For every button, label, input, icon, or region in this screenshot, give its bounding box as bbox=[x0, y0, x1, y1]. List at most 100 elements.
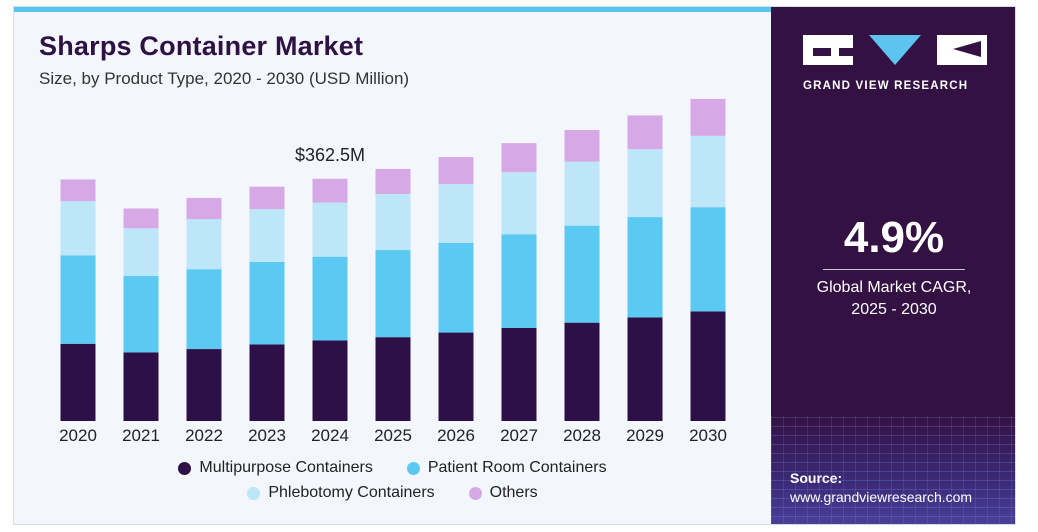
bar-segment-2028-multipurpose-containers bbox=[564, 322, 600, 421]
bar-segment-2023-patient-room-containers bbox=[249, 261, 285, 345]
bar-segment-2026-others bbox=[438, 157, 474, 185]
logo-wordmark: GRAND VIEW RESEARCH bbox=[803, 80, 969, 92]
bar-segment-2029-others bbox=[627, 115, 663, 150]
bar-segment-2020-patient-room-containers bbox=[60, 255, 96, 344]
bar-segment-2028-phlebotomy-containers bbox=[564, 161, 600, 226]
bar-segment-2029-multipurpose-containers bbox=[627, 317, 663, 421]
infographic-card: Sharps Container Market Size, by Product… bbox=[13, 6, 1016, 525]
bar-segment-2027-others bbox=[501, 143, 537, 173]
bar-segment-2024-others bbox=[312, 178, 348, 203]
bar-segment-2026-multipurpose-containers bbox=[438, 332, 474, 421]
legend-item-phlebotomy: Phlebotomy Containers bbox=[247, 484, 435, 502]
bar-segment-2030-others bbox=[690, 98, 726, 136]
legend-label-others: Others bbox=[489, 484, 538, 501]
cagr-label: Global Market CAGR, 2025 - 2030 bbox=[771, 277, 1015, 321]
legend-swatch-patient-room bbox=[406, 461, 420, 475]
bar-segment-2025-patient-room-containers bbox=[375, 250, 411, 338]
legend-label-patient-room: Patient Room Containers bbox=[427, 459, 607, 476]
source-block: Source: www.grandviewresearch.com bbox=[790, 470, 972, 505]
bar-segment-2028-others bbox=[564, 129, 600, 162]
bar-stack-2028 bbox=[564, 129, 600, 421]
bar-segment-2030-phlebotomy-containers bbox=[690, 135, 726, 208]
bar-stack-2029 bbox=[627, 115, 663, 421]
x-tick-label-2021: 2021 bbox=[122, 426, 160, 445]
bar-segment-2027-phlebotomy-containers bbox=[501, 172, 537, 235]
bar-segment-2022-patient-room-containers bbox=[186, 269, 222, 350]
x-tick-label-2025: 2025 bbox=[374, 426, 412, 445]
chart-subtitle: Size, by Product Type, 2020 - 2030 (USD … bbox=[39, 69, 410, 88]
cagr-value: 4.9% bbox=[843, 213, 945, 262]
x-axis-labels: 2020 2021 2022 2023 2024 2025 2026 2027 2028 2029… bbox=[59, 426, 727, 445]
chart-panel: Sharps Container Market Size, by Product… bbox=[14, 7, 771, 524]
annotations: $362.5M bbox=[295, 145, 365, 165]
grand-view-research-logo[interactable]: GRAND VIEW RESEARCH bbox=[803, 35, 987, 92]
top-accent-bar bbox=[14, 7, 771, 12]
x-tick-label-2023: 2023 bbox=[248, 426, 286, 445]
cagr-label-line-1: Global Market CAGR, bbox=[816, 279, 972, 296]
x-tick-label-2024: 2024 bbox=[311, 426, 349, 445]
bar-stack-2021 bbox=[123, 208, 159, 421]
legend-row-1: Multipurpose Containers Patient Room Con… bbox=[14, 459, 771, 477]
bar-segment-2022-multipurpose-containers bbox=[186, 349, 222, 421]
legend-row-2: Phlebotomy Containers Others bbox=[14, 484, 771, 502]
x-tick-label-2026: 2026 bbox=[437, 426, 475, 445]
bar-stack-2026 bbox=[438, 157, 474, 421]
bar-segment-2021-phlebotomy-containers bbox=[123, 228, 159, 276]
x-tick-label-2022: 2022 bbox=[185, 426, 223, 445]
cagr-label-line-2: 2025 - 2030 bbox=[851, 301, 937, 318]
bar-segment-2022-others bbox=[186, 197, 222, 220]
bar-segment-2021-patient-room-containers bbox=[123, 275, 159, 353]
bar-segment-2021-multipurpose-containers bbox=[123, 352, 159, 421]
bar-segment-2023-multipurpose-containers bbox=[249, 344, 285, 421]
bar-segment-2024-multipurpose-containers bbox=[312, 340, 348, 421]
logo-icon bbox=[803, 35, 987, 65]
cagr-divider bbox=[823, 269, 965, 270]
stacked-bar-chart: 2020 2021 2022 2023 2024 2025 2026 2027 2028 2029… bbox=[59, 98, 727, 445]
bar-stack-2030 bbox=[690, 98, 726, 421]
source-url-link[interactable]: www.grandviewresearch.com bbox=[790, 489, 973, 505]
bar-segment-2025-phlebotomy-containers bbox=[375, 193, 411, 251]
bar-segment-2022-phlebotomy-containers bbox=[186, 219, 222, 270]
bar-segment-2029-patient-room-containers bbox=[627, 217, 663, 318]
bar-stack-2024 bbox=[312, 178, 348, 421]
legend-swatch-phlebotomy bbox=[247, 486, 261, 500]
chart-title: Sharps Container Market bbox=[39, 31, 364, 61]
bar-segment-2024-patient-room-containers bbox=[312, 256, 348, 341]
legend-label-multipurpose: Multipurpose Containers bbox=[199, 459, 373, 476]
bar-segment-2027-patient-room-containers bbox=[501, 234, 537, 328]
bar-groups bbox=[60, 98, 726, 421]
decorative-grid-background bbox=[771, 416, 1015, 524]
bar-segment-2020-multipurpose-containers bbox=[60, 343, 96, 421]
bar-segment-2025-others bbox=[375, 168, 411, 194]
chart-legend: Multipurpose Containers Patient Room Con… bbox=[14, 459, 771, 509]
x-tick-label-2030: 2030 bbox=[689, 426, 727, 445]
legend-item-multipurpose: Multipurpose Containers bbox=[178, 459, 373, 477]
bar-stack-2023 bbox=[249, 186, 285, 421]
bar-stack-2025 bbox=[375, 168, 411, 421]
side-panel: GRAND VIEW RESEARCH 4.9% Global Market C… bbox=[771, 7, 1015, 524]
x-tick-label-2020: 2020 bbox=[59, 426, 97, 445]
bar-segment-2024-phlebotomy-containers bbox=[312, 202, 348, 257]
legend-swatch-others bbox=[468, 486, 482, 500]
bar-segment-2029-phlebotomy-containers bbox=[627, 149, 663, 218]
legend-item-patient-room: Patient Room Containers bbox=[406, 459, 607, 477]
bar-segment-2028-patient-room-containers bbox=[564, 225, 600, 323]
legend-label-phlebotomy: Phlebotomy Containers bbox=[268, 484, 435, 501]
bar-segment-2030-patient-room-containers bbox=[690, 207, 726, 312]
bar-segment-2025-multipurpose-containers bbox=[375, 337, 411, 421]
bar-stack-2020 bbox=[60, 179, 96, 421]
legend-swatch-multipurpose bbox=[178, 461, 192, 475]
bar-stack-2022 bbox=[186, 197, 222, 421]
bar-segment-2026-phlebotomy-containers bbox=[438, 184, 474, 243]
legend-item-others: Others bbox=[468, 484, 538, 502]
bar-segment-2027-multipurpose-containers bbox=[501, 327, 537, 421]
bar-segment-2030-multipurpose-containers bbox=[690, 311, 726, 421]
x-tick-label-2027: 2027 bbox=[500, 426, 538, 445]
bar-segment-2023-others bbox=[249, 186, 285, 210]
bar-stack-2027 bbox=[501, 143, 537, 421]
bar-segment-2021-others bbox=[123, 208, 159, 229]
x-tick-label-2028: 2028 bbox=[563, 426, 601, 445]
bar-segment-2026-patient-room-containers bbox=[438, 242, 474, 333]
x-tick-label-2029: 2029 bbox=[626, 426, 664, 445]
bar-segment-2020-phlebotomy-containers bbox=[60, 201, 96, 256]
